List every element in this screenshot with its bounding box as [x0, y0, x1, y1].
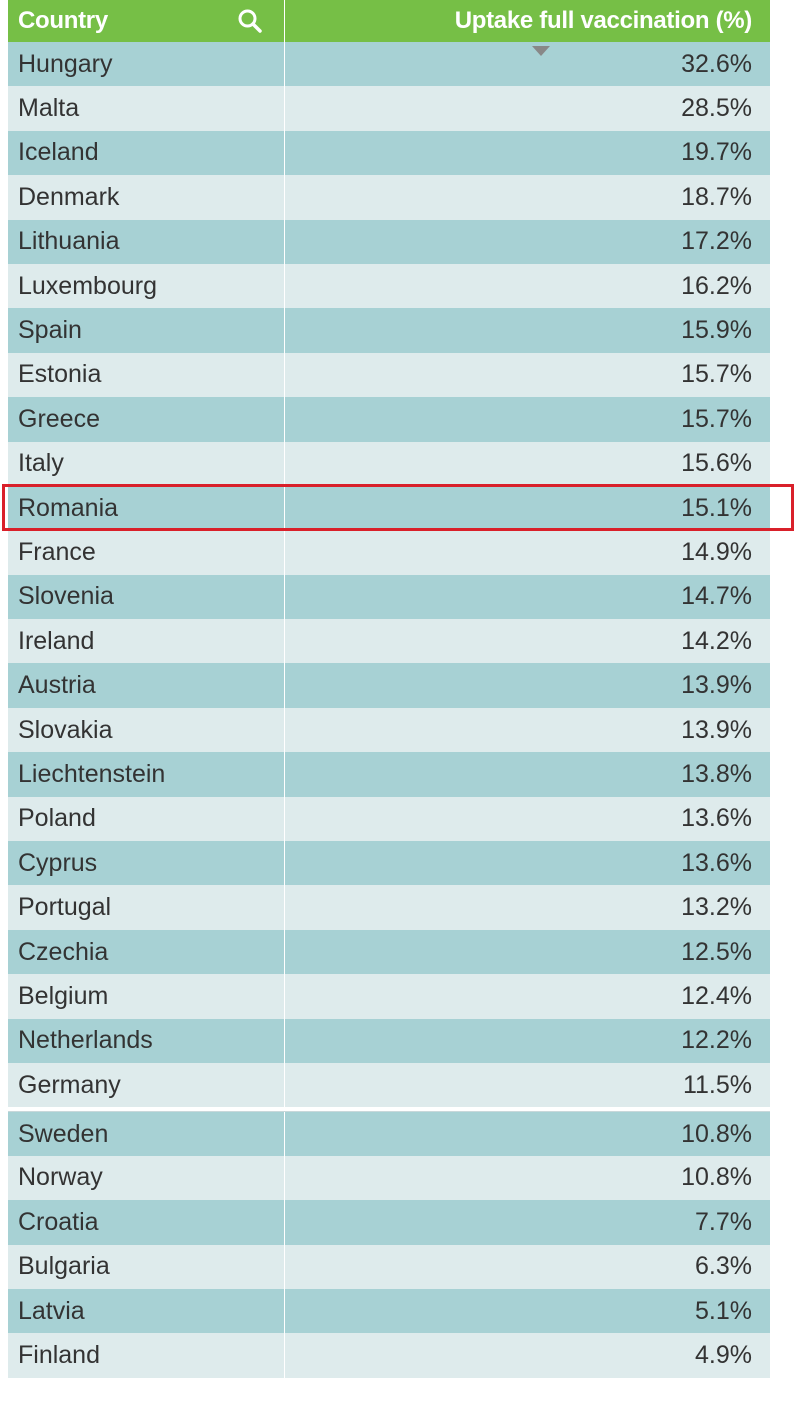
table-row[interactable]: Germany 11.5% — [8, 1062, 770, 1108]
table-row[interactable]: Croatia 7.7% — [8, 1200, 770, 1245]
uptake-value-cell: 5.1% — [695, 1296, 752, 1325]
table-row[interactable]: Ireland 14.2% — [8, 619, 770, 664]
table-row[interactable]: Slovenia 14.7% — [8, 574, 770, 620]
country-cell: Croatia — [8, 1200, 285, 1245]
table-row[interactable]: Hungary 32.6% — [8, 42, 770, 87]
country-cell: Lithuania — [8, 219, 285, 264]
vaccination-table: Country Uptake full vaccination (%) Hung… — [8, 0, 770, 1378]
uptake-value-cell: 16.2% — [681, 271, 752, 300]
country-cell: Greece — [8, 397, 285, 442]
country-cell: Spain — [8, 308, 285, 353]
uptake-value-cell: 11.5% — [682, 1070, 752, 1099]
country-cell: Czechia — [8, 929, 285, 975]
uptake-value-cell: 7.7% — [695, 1207, 752, 1236]
uptake-value-cell: 6.3% — [695, 1252, 752, 1281]
table-row[interactable]: Luxembourg 16.2% — [8, 263, 770, 309]
uptake-value-cell: 13.2% — [681, 893, 752, 922]
table-row[interactable]: Poland 13.6% — [8, 796, 770, 842]
uptake-value-cell: 15.1% — [681, 493, 752, 522]
uptake-value-cell: 13.9% — [681, 715, 752, 744]
country-cell: Luxembourg — [8, 263, 285, 309]
table-row[interactable]: Czechia 12.5% — [8, 929, 770, 975]
table-row[interactable]: Italy 15.6% — [8, 441, 770, 486]
uptake-value-cell: 14.9% — [681, 537, 752, 566]
column-header-country[interactable]: Country — [8, 0, 285, 42]
country-cell: Cyprus — [8, 841, 285, 886]
country-cell: Iceland — [8, 130, 285, 176]
country-cell: Italy — [8, 441, 285, 486]
country-cell: Netherlands — [8, 1018, 285, 1063]
uptake-value-cell: 15.7% — [681, 404, 752, 433]
uptake-value-cell: 18.7% — [681, 182, 752, 211]
table-row[interactable]: Iceland 19.7% — [8, 130, 770, 176]
uptake-value-cell: 13.6% — [681, 848, 752, 877]
country-cell: Portugal — [8, 885, 285, 930]
country-cell: Denmark — [8, 175, 285, 220]
country-cell: Poland — [8, 796, 285, 842]
uptake-value-cell: 12.4% — [681, 981, 752, 1010]
country-cell: France — [8, 530, 285, 575]
table-header: Country Uptake full vaccination (%) — [8, 0, 770, 42]
uptake-value-cell: 14.7% — [681, 582, 752, 611]
country-cell: Belgium — [8, 974, 285, 1019]
country-cell: Estonia — [8, 352, 285, 398]
table-row[interactable]: Netherlands 12.2% — [8, 1018, 770, 1063]
uptake-value-cell: 13.6% — [681, 804, 752, 833]
uptake-value-cell: 28.5% — [681, 94, 752, 123]
country-cell: Ireland — [8, 619, 285, 664]
country-cell: Hungary — [8, 42, 285, 87]
table-row[interactable]: Austria 13.9% — [8, 663, 770, 708]
column-header-uptake[interactable]: Uptake full vaccination (%) — [285, 0, 770, 42]
table-row[interactable]: Romania 15.1% — [8, 485, 770, 531]
country-cell: Latvia — [8, 1288, 285, 1334]
country-cell: Slovakia — [8, 707, 285, 753]
table-row[interactable]: Greece 15.7% — [8, 397, 770, 442]
column-header-country-label: Country — [18, 7, 108, 34]
country-cell: Slovenia — [8, 574, 285, 620]
search-icon[interactable] — [236, 6, 264, 36]
table-row[interactable]: Slovakia 13.9% — [8, 707, 770, 753]
country-cell: Malta — [8, 86, 285, 131]
table-row[interactable]: Belgium 12.4% — [8, 974, 770, 1019]
country-cell: Liechtenstein — [8, 752, 285, 797]
table-row[interactable]: Norway 10.8% — [8, 1155, 770, 1201]
table-row[interactable]: Cyprus 13.6% — [8, 841, 770, 886]
uptake-value-cell: 17.2% — [681, 227, 752, 256]
uptake-value-cell: 4.9% — [695, 1341, 752, 1370]
table-row[interactable]: Malta 28.5% — [8, 86, 770, 131]
table-row[interactable]: Bulgaria 6.3% — [8, 1244, 770, 1289]
country-cell: Austria — [8, 663, 285, 708]
table-row[interactable]: Portugal 13.2% — [8, 885, 770, 930]
sort-descending-icon[interactable] — [532, 46, 550, 56]
uptake-value-cell: 14.2% — [681, 626, 752, 655]
table-row[interactable]: Estonia 15.7% — [8, 352, 770, 398]
country-cell: Germany — [8, 1062, 285, 1108]
country-cell: Sweden — [8, 1112, 285, 1156]
table-body: Hungary 32.6% Malta 28.5% Iceland 19.7% Denmar… — [8, 42, 770, 1378]
uptake-value-cell: 10.8% — [681, 1119, 752, 1148]
uptake-value-cell: 15.9% — [681, 316, 752, 345]
uptake-value-cell: 13.9% — [681, 671, 752, 700]
table-row[interactable]: Liechtenstein 13.8% — [8, 752, 770, 797]
uptake-value-cell: 10.8% — [681, 1163, 752, 1192]
table-row[interactable]: Sweden 10.8% — [8, 1111, 770, 1156]
uptake-value-cell: 12.5% — [681, 937, 752, 966]
uptake-value-cell: 19.7% — [681, 138, 752, 167]
column-header-uptake-label: Uptake full vaccination (%) — [454, 7, 753, 34]
table-row[interactable]: Spain 15.9% — [8, 308, 770, 353]
country-cell: Romania — [8, 485, 285, 531]
uptake-value-cell: 12.2% — [681, 1026, 752, 1055]
table-row[interactable]: Denmark 18.7% — [8, 175, 770, 220]
table-row[interactable]: Latvia 5.1% — [8, 1288, 770, 1334]
table-row[interactable]: Finland 4.9% — [8, 1333, 770, 1378]
uptake-value-cell: 32.6% — [681, 49, 752, 78]
uptake-value-cell: 15.6% — [681, 449, 752, 478]
country-cell: Norway — [8, 1155, 285, 1201]
table-row[interactable]: France 14.9% — [8, 530, 770, 575]
table-row[interactable]: Lithuania 17.2% — [8, 219, 770, 264]
uptake-value-cell: 15.7% — [681, 360, 752, 389]
country-cell: Finland — [8, 1333, 285, 1378]
uptake-value-cell: 13.8% — [681, 759, 752, 788]
country-cell: Bulgaria — [8, 1244, 285, 1289]
